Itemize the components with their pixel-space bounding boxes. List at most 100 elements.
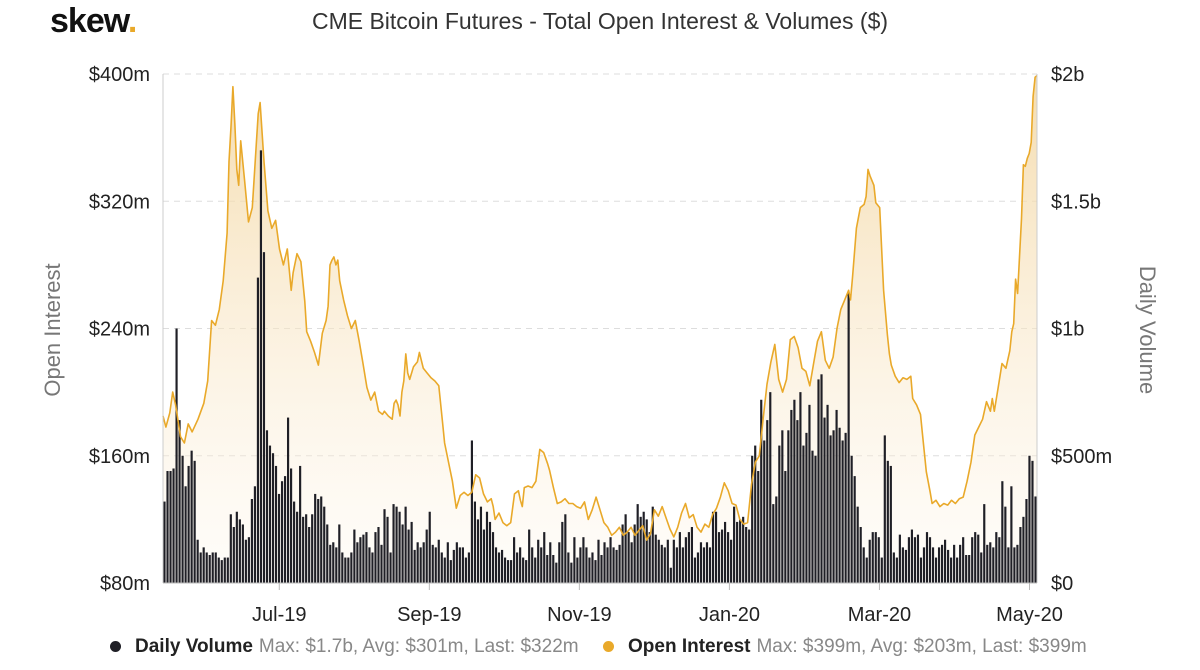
- volume-bar: [971, 537, 974, 583]
- volume-bar: [353, 529, 356, 583]
- volume-bar: [1019, 527, 1022, 583]
- volume-bar: [1016, 544, 1019, 583]
- volume-bar: [693, 557, 697, 583]
- volume-bar: [730, 539, 733, 583]
- volume-bar: [859, 527, 862, 583]
- volume-bar: [214, 552, 217, 583]
- volume-bar: [464, 557, 467, 583]
- volume-bar: [585, 547, 588, 583]
- volume-bar: [564, 514, 567, 583]
- volume-bar: [449, 560, 452, 583]
- volume-bar: [934, 557, 938, 583]
- volume-bar: [925, 532, 929, 583]
- legend-name: Open Interest: [628, 636, 751, 657]
- volume-bar: [940, 544, 944, 583]
- volume-bar: [823, 417, 826, 583]
- volume-bar: [1010, 486, 1013, 583]
- x-tick-label: Nov-19: [547, 604, 611, 626]
- volume-bar: [675, 547, 678, 583]
- volume-bar: [341, 552, 344, 583]
- volume-bar: [778, 445, 781, 583]
- volume-bar: [853, 476, 856, 583]
- volume-bar: [865, 557, 868, 583]
- axes: $80m $160m $240m $320m $400m $0 $500m $1b $1.5b $…: [40, 64, 1160, 626]
- x-tick-label: Sep-19: [397, 604, 462, 626]
- volume-bar: [666, 539, 669, 583]
- legend-stats: Max: $1.7b, Avg: $301m, Last: $322m: [258, 636, 579, 657]
- volume-bar: [558, 542, 561, 583]
- volume-bar: [172, 468, 175, 583]
- volume-bar: [519, 547, 522, 583]
- x-tick-label: Jan-20: [699, 604, 760, 626]
- right-tick-label: $2b: [1051, 64, 1084, 86]
- volume-bar: [1025, 499, 1028, 583]
- volume-bar: [705, 542, 709, 583]
- volume-bar: [543, 532, 546, 583]
- volume-bar: [299, 465, 302, 583]
- volume-bar: [377, 527, 380, 583]
- volume-bar: [889, 465, 892, 583]
- volume-bar: [362, 534, 365, 583]
- volume-bar: [229, 514, 232, 583]
- volume-bar: [690, 527, 694, 583]
- open-interest-line: [162, 74, 1038, 541]
- volume-bar: [947, 549, 950, 583]
- legend-item-daily-volume[interactable]: Daily Volume Max: $1.7b, Avg: $301m, Last…: [110, 636, 579, 658]
- volume-bar: [280, 481, 284, 583]
- volume-bar: [380, 544, 383, 583]
- volume-bar: [262, 252, 266, 583]
- volume-bar: [428, 511, 431, 583]
- volume-bar: [928, 537, 932, 583]
- volume-bar: [247, 537, 250, 583]
- volume-bar: [913, 537, 917, 583]
- volume-bar: [636, 504, 639, 583]
- volume-bar: [398, 511, 401, 583]
- volume-bar: [696, 552, 700, 583]
- volume-bar: [615, 549, 618, 583]
- volume-bar: [910, 529, 914, 583]
- volume-bar: [1001, 481, 1004, 583]
- volume-bar: [799, 392, 802, 584]
- volume-bar: [790, 409, 793, 583]
- volume-bar: [663, 547, 666, 583]
- volume-bar: [323, 506, 326, 583]
- volume-bar: [904, 549, 907, 583]
- volume-bar: [943, 539, 947, 583]
- volume-bar: [497, 552, 501, 583]
- volume-bar: [968, 555, 971, 583]
- left-tick-label: $320m: [89, 191, 150, 213]
- volume-bar: [416, 542, 419, 583]
- volume-bar: [389, 552, 392, 583]
- left-tick-label: $80m: [100, 573, 150, 595]
- volume-bar: [359, 537, 362, 583]
- legend-item-open-interest[interactable]: Open Interest Max: $399m, Avg: $203m, Las…: [603, 636, 1087, 658]
- right-axis-title: Daily Volume: [1135, 266, 1160, 394]
- volume-bar: [751, 455, 754, 583]
- volume-bar: [630, 542, 633, 583]
- volume-bar: [977, 534, 980, 583]
- volume-bar: [678, 532, 681, 583]
- volume-bar: [181, 455, 184, 583]
- volume-bar: [561, 521, 564, 583]
- volume-bar: [919, 557, 923, 583]
- volume-bar: [274, 465, 278, 583]
- legend-marker-open-interest: [603, 641, 614, 653]
- volume-bar: [754, 445, 757, 583]
- volume-bar: [847, 292, 850, 583]
- right-tick-label: $1b: [1051, 319, 1084, 341]
- volume-bar: [211, 552, 214, 583]
- volume-bar: [555, 562, 558, 583]
- volume-bar: [163, 501, 166, 583]
- volume-bar: [862, 547, 865, 583]
- volume-bar: [208, 555, 211, 583]
- volume-bar: [922, 547, 926, 583]
- volume-bar: [965, 555, 968, 583]
- volume-bar: [727, 532, 730, 583]
- volume-bar: [250, 499, 253, 583]
- volume-bar: [699, 542, 703, 583]
- volume-bar: [235, 511, 238, 583]
- volume-bar: [506, 560, 510, 583]
- volume-bar: [461, 547, 464, 583]
- volume-bar: [606, 547, 609, 583]
- volume-bar: [708, 547, 712, 583]
